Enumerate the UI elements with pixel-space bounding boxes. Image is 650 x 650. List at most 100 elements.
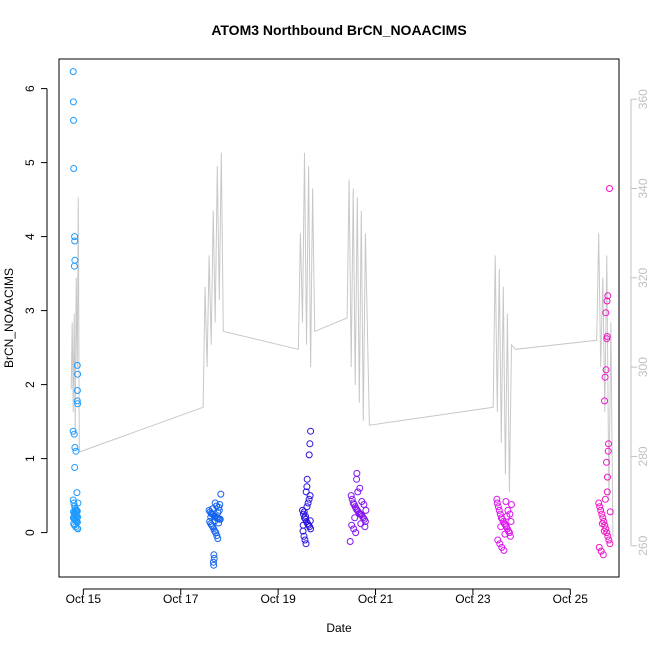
scatter-point [74,370,82,378]
scatter-point [599,551,607,559]
scatter-point [307,525,315,533]
scatter-point [353,475,361,483]
scatter-point [214,509,222,517]
scatter-series-2 [205,490,225,569]
scatter-point [74,400,82,408]
scatter-point [496,540,504,548]
scatter-point [502,498,510,505]
scatter-point [209,505,216,513]
scatter-point [70,262,78,270]
scatter-point [69,68,77,76]
y-tick-label: 6 [23,85,37,92]
x-tick-label: Oct 21 [358,592,394,606]
scatter-point [71,444,79,451]
scatter-point [602,366,610,374]
scatter-point [305,451,313,459]
scatter-point [214,535,222,542]
x-tick-label: Oct 25 [553,592,589,606]
scatter-point [74,525,82,533]
plot-frame [58,58,620,578]
scatter-point [210,551,218,559]
scatter-point [597,506,605,514]
scatter-point [605,536,613,544]
scatter-point [362,506,370,514]
scatter-point [493,495,501,503]
scatter-point [347,492,355,500]
scatter-point [303,503,311,511]
scatter-point [70,165,78,172]
scatter-point [70,499,78,507]
scatter-point [300,532,308,540]
x-tick-label: Oct 19 [260,592,296,606]
scatter-point [596,503,604,511]
scatter-point [494,536,502,544]
scatter-point [348,521,356,529]
scatter-point [210,555,218,562]
scatter-point [360,501,368,508]
scatter-point [71,516,79,524]
scatter-point [304,499,312,507]
scatter-point [305,521,313,529]
scatter-point [306,492,314,500]
scatter-series-5 [493,495,515,554]
scatter-point [497,523,505,531]
scatter-point [72,509,80,517]
scatter-point [595,499,603,507]
scatter-point [356,484,364,492]
line-series [70,152,614,537]
scatter-point [354,488,362,496]
scatter-point [209,558,217,566]
scatter-point [73,397,81,405]
x-tick-label: Oct 15 [66,592,102,606]
scatter-point [598,520,606,528]
scatter-point [604,447,612,455]
scatter-point [302,488,310,496]
scatter-point [301,536,309,544]
scatter-point [213,532,221,540]
scatter-point [70,116,77,124]
y-tick-label: 2 [23,381,37,388]
scatter-point [601,397,608,405]
scatter-point [601,495,609,503]
scatter-point [73,489,81,497]
chart-title: ATOM3 Northbound BrCN_NOAACIMS [211,22,466,38]
scatter-point [501,521,509,529]
scatter-point [602,309,610,317]
x-axis: Oct 15 Oct 17 Oct 19 Oct 21 Oct 23 Oct 25 [66,588,589,606]
scatter-point [604,532,612,540]
y-tick-label-right: 340 [636,178,650,198]
scatter-point [71,464,79,471]
scatter-point [494,503,502,511]
scatter-point [500,546,508,554]
scatter-point [211,527,219,535]
scatter-point [215,519,223,527]
scatter-point [300,508,308,516]
scatter-points [69,68,614,569]
scatter-point [507,518,515,525]
scatter-point [70,430,78,438]
y-tick-label-right: 260 [636,535,650,555]
scatter-point [503,512,511,520]
scatter-series-6 [595,185,614,559]
scatter-point [346,538,354,545]
scatter-point [306,517,314,525]
scatter-point [601,373,609,381]
scatter-point [501,530,509,538]
y-tick-label: 0 [23,529,37,536]
x-tick-label: Oct 23 [455,592,491,606]
scatter-point [72,523,80,531]
y-axis-right: 260 280 300 320 340 360 [630,89,650,556]
scatter-point [71,237,79,245]
y-tick-label: 1 [23,455,37,462]
scatter-point [493,499,501,507]
scatter-point [352,529,360,537]
y-tick-label-right: 300 [636,357,650,377]
scatter-point [606,508,614,516]
y-axis-label: BrCN_NOAACIMS [2,268,16,368]
scatter-point [73,361,81,369]
scatter-point [72,447,80,455]
scatter-point [207,513,215,521]
scatter-point [299,521,307,529]
scatter-point [69,98,77,106]
